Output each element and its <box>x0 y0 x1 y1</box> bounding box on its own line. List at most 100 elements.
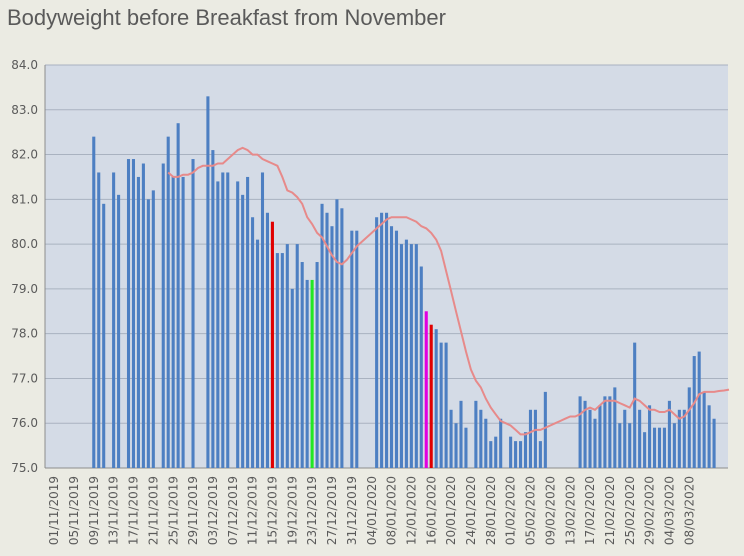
bar <box>112 172 116 468</box>
x-tick-label: 16/01/2020 <box>424 476 438 545</box>
x-axis: 01/11/2019 05/11/2019 09/11/2019 13/11/2019… <box>47 476 696 545</box>
x-tick-label: 01/02/2020 <box>504 476 518 545</box>
y-tick-label: 84.0 <box>11 58 38 72</box>
x-tick-label: 08/01/2020 <box>385 476 399 545</box>
bar <box>454 423 458 468</box>
bar <box>638 409 642 468</box>
bar <box>151 190 155 468</box>
x-tick-label: 27/12/2019 <box>325 476 339 545</box>
x-tick-label: 05/11/2019 <box>67 476 81 545</box>
bar <box>246 176 250 468</box>
x-tick-label: 29/02/2020 <box>643 476 657 545</box>
bar <box>687 387 691 468</box>
bar <box>494 436 498 468</box>
bar <box>434 329 438 468</box>
bar <box>92 136 96 468</box>
x-tick-label: 17/02/2020 <box>583 476 597 545</box>
bar <box>251 217 255 468</box>
x-tick-label: 09/02/2020 <box>543 476 557 545</box>
x-tick-label: 25/02/2020 <box>623 476 637 545</box>
bar <box>146 199 150 469</box>
bar <box>404 239 408 468</box>
bar <box>648 405 652 468</box>
y-tick-label: 83.0 <box>11 103 38 117</box>
bar <box>598 405 602 468</box>
bar <box>375 217 379 468</box>
bar <box>419 266 423 468</box>
bar <box>275 253 279 468</box>
x-tick-label: 23/12/2019 <box>305 476 319 545</box>
y-tick-label: 76.0 <box>11 416 38 430</box>
y-tick-label: 82.0 <box>11 148 38 162</box>
x-tick-label: 17/11/2019 <box>127 476 141 545</box>
bar <box>290 288 294 468</box>
bar <box>265 212 269 468</box>
bar <box>588 409 592 468</box>
bar <box>330 226 334 468</box>
bar <box>355 230 359 468</box>
y-tick-label: 75.0 <box>11 461 38 475</box>
bar <box>414 244 418 468</box>
bar <box>380 212 384 468</box>
bar <box>206 96 210 468</box>
bar <box>335 199 339 469</box>
bar <box>171 176 175 468</box>
bar <box>315 262 319 468</box>
bar <box>131 159 136 469</box>
bar <box>166 136 170 468</box>
bar <box>697 351 701 468</box>
bar <box>509 436 513 468</box>
bar <box>161 163 165 468</box>
x-tick-label: 08/03/2020 <box>682 476 696 545</box>
x-tick-label: 19/12/2019 <box>285 476 299 545</box>
bar <box>280 253 284 468</box>
bar <box>350 230 354 468</box>
bar <box>320 203 324 469</box>
bar <box>692 356 696 468</box>
x-tick-label: 20/01/2020 <box>444 476 458 545</box>
bar <box>643 432 647 468</box>
bar <box>543 391 547 468</box>
bar <box>236 181 240 468</box>
bar <box>300 262 304 468</box>
x-tick-label: 24/01/2020 <box>464 476 478 545</box>
bar <box>97 172 101 468</box>
bar <box>662 427 666 468</box>
bar <box>479 409 483 468</box>
x-tick-label: 21/02/2020 <box>603 476 617 545</box>
bar <box>623 409 627 468</box>
x-tick-label: 13/11/2019 <box>107 476 121 545</box>
bar <box>657 427 662 468</box>
y-tick-label: 79.0 <box>11 282 38 296</box>
y-tick-label: 78.0 <box>11 327 38 341</box>
bar <box>226 172 230 468</box>
bar <box>578 396 582 468</box>
x-tick-label: 25/11/2019 <box>166 476 180 545</box>
x-tick-label: 11/12/2019 <box>246 476 260 545</box>
bar <box>618 423 622 468</box>
bar <box>221 172 225 468</box>
x-tick-label: 05/02/2020 <box>524 476 538 545</box>
bar <box>260 172 265 468</box>
bars <box>92 96 716 469</box>
bar <box>484 418 488 468</box>
bar <box>449 409 453 468</box>
x-tick-label: 01/11/2019 <box>47 476 61 545</box>
bar <box>136 176 140 468</box>
bar <box>394 230 399 468</box>
x-tick-label: 04/03/2020 <box>663 476 677 545</box>
bar <box>613 387 617 468</box>
bar <box>538 441 542 468</box>
y-tick-label: 77.0 <box>11 371 38 385</box>
bar <box>389 226 394 468</box>
x-tick-label: 15/12/2019 <box>266 476 280 545</box>
x-tick-label: 28/01/2020 <box>484 476 498 545</box>
trend-line <box>167 146 730 436</box>
bar <box>608 396 612 468</box>
bar <box>295 244 299 468</box>
bar <box>459 400 463 468</box>
bar <box>628 423 632 468</box>
bar <box>399 244 403 468</box>
y-tick-label: 80.0 <box>11 237 38 251</box>
bar <box>464 427 468 468</box>
